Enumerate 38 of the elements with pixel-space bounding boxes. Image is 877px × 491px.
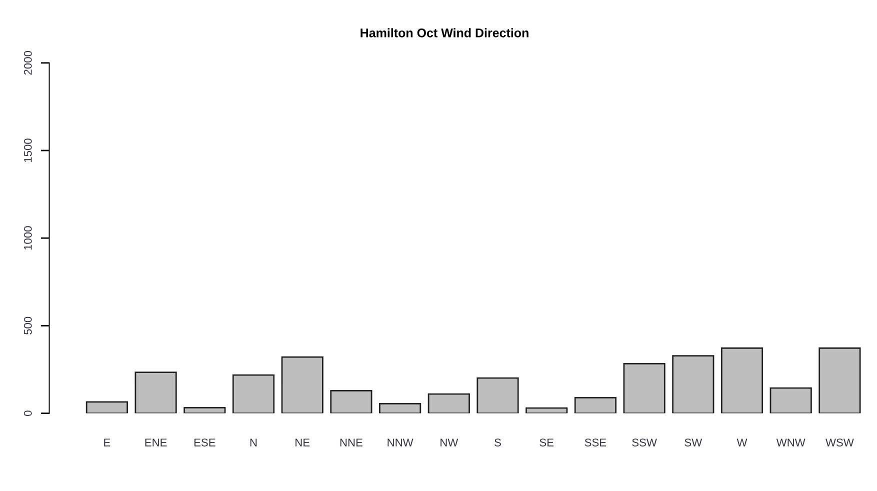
y-tick-label: 1000: [24, 226, 32, 250]
x-tick-label: ESE: [194, 438, 216, 446]
bar: [574, 397, 617, 414]
x-tick-label: W: [736, 438, 748, 446]
bar: [672, 355, 714, 414]
x-tick-label: NNW: [388, 438, 414, 446]
bar: [184, 407, 226, 414]
x-tick-label: SE: [540, 438, 554, 446]
bar: [232, 374, 275, 414]
bar: [428, 393, 470, 414]
bar: [526, 407, 568, 414]
y-tick-label: 500: [24, 316, 32, 335]
x-tick-label: WNW: [776, 438, 806, 446]
y-tick-label: 0: [24, 410, 32, 416]
x-tick-label: SSW: [632, 438, 657, 446]
x-tick-label: NNE: [340, 438, 362, 446]
x-tick-label: WSW: [826, 438, 854, 446]
bar: [770, 387, 812, 414]
bar: [330, 390, 372, 414]
bar: [623, 363, 666, 414]
bar: [720, 347, 764, 414]
x-tick-label: SSE: [584, 438, 606, 446]
x-tick-label: NW: [440, 438, 458, 446]
y-tick-label: 1500: [24, 138, 32, 162]
bar: [818, 347, 861, 414]
bar: [476, 377, 519, 414]
x-tick-label: N: [250, 438, 257, 446]
x-tick-label: NE: [296, 438, 310, 446]
chart-title: Hamilton Oct Wind Direction: [360, 28, 528, 38]
x-tick-label: ENE: [145, 438, 167, 446]
x-tick-label: SW: [684, 438, 702, 446]
bar: [86, 401, 128, 414]
x-tick-label: S: [494, 438, 501, 446]
x-tick-label: E: [104, 438, 110, 446]
y-tick-label: 2000: [24, 50, 32, 75]
bar: [281, 356, 324, 414]
bar: [134, 372, 177, 414]
bar: [379, 402, 422, 414]
